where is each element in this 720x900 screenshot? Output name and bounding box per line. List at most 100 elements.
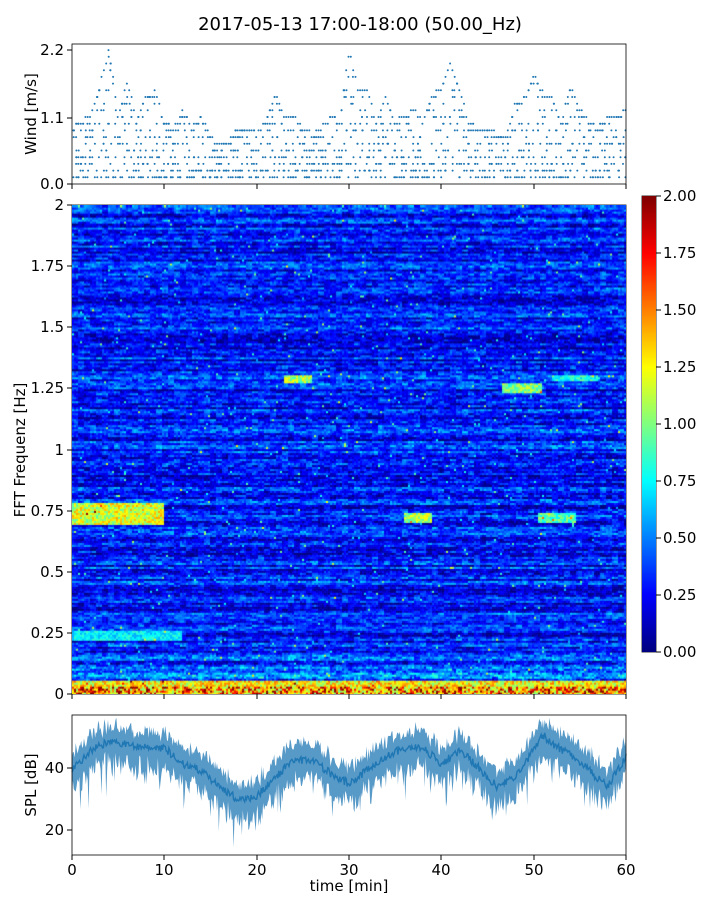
wind-scatter-points: [72, 49, 627, 179]
wind-point: [149, 156, 151, 159]
wind-point: [268, 142, 271, 145]
wind-point: [151, 96, 154, 98]
wind-point: [375, 129, 378, 132]
wind-point: [394, 149, 397, 152]
wind-point: [287, 129, 290, 132]
wind-point: [553, 102, 555, 105]
wind-point: [253, 169, 256, 172]
wind-point: [527, 89, 530, 92]
wind-point: [320, 169, 322, 172]
wind-point: [221, 149, 223, 152]
wind-point: [405, 162, 408, 165]
wind-point: [259, 169, 262, 172]
wind-point: [268, 176, 271, 179]
spl-xtick-label: 20: [247, 861, 266, 879]
wind-point: [462, 136, 465, 139]
wind-point: [444, 156, 447, 159]
wind-point: [255, 169, 258, 172]
wind-point: [349, 122, 352, 125]
wind-point: [214, 169, 217, 172]
wind-point: [423, 176, 426, 179]
wind-point: [255, 136, 258, 139]
wind-point: [569, 116, 572, 118]
wind-point: [421, 162, 424, 165]
wind-point: [178, 176, 181, 179]
wind-point: [384, 136, 387, 139]
wind-point: [608, 142, 611, 145]
wind-point: [581, 162, 583, 165]
wind-point: [169, 136, 172, 139]
wind-point: [375, 162, 377, 165]
spl-ytick-label: 40: [45, 759, 64, 777]
wind-point: [238, 136, 241, 139]
wind-point: [241, 129, 244, 132]
wind-point: [349, 136, 352, 139]
wind-point: [227, 169, 230, 172]
wind-point: [486, 129, 488, 132]
wind-point: [225, 142, 228, 145]
wind-point: [465, 149, 467, 152]
wind-point: [320, 156, 323, 159]
wind-point: [269, 156, 272, 159]
wind-point: [262, 176, 265, 179]
wind-point: [412, 169, 415, 172]
wind-point: [428, 102, 431, 105]
wind-point: [423, 116, 426, 118]
wind-point: [102, 109, 105, 112]
colorbar-tick-label: 1.50: [663, 301, 696, 319]
wind-point: [285, 142, 288, 145]
wind-point: [127, 122, 130, 125]
wind-point: [266, 142, 269, 145]
wind-point: [151, 176, 154, 179]
wind-point: [432, 109, 435, 112]
wind-point: [603, 169, 606, 172]
wind-point: [545, 169, 548, 172]
wind-point: [522, 156, 525, 159]
wind-point: [273, 96, 276, 98]
wind-point: [95, 169, 98, 172]
wind-point: [338, 176, 341, 179]
wind-point: [102, 142, 105, 145]
wind-point: [335, 156, 338, 159]
wind-point: [477, 176, 480, 179]
wind-point: [381, 142, 384, 145]
wind-point: [382, 102, 385, 105]
wind-point: [506, 176, 509, 179]
wind-point: [582, 162, 585, 165]
wind-point: [511, 156, 514, 159]
wind-point: [329, 176, 332, 179]
wind-point: [463, 169, 466, 172]
wind-point: [139, 156, 142, 159]
wind-point: [116, 116, 119, 118]
wind-point: [525, 162, 528, 165]
wind-point: [375, 176, 377, 179]
wind-point: [361, 149, 364, 152]
wind-point: [333, 176, 336, 179]
wind-point: [379, 109, 382, 112]
wind-point: [569, 149, 572, 152]
wind-point: [603, 142, 606, 145]
wind-point: [294, 156, 297, 159]
wind-point: [86, 176, 89, 179]
wind-point: [278, 109, 281, 112]
wind-point: [439, 129, 442, 132]
wind-point: [430, 96, 433, 98]
wind-point: [343, 96, 346, 98]
wind-point: [411, 176, 414, 179]
wind-point: [86, 122, 89, 125]
wind-point: [222, 169, 225, 172]
wind-point: [437, 89, 440, 92]
wind-point: [243, 129, 246, 132]
wind-point: [588, 129, 590, 132]
wind-point: [414, 109, 417, 112]
spl-xtick-label: 40: [431, 861, 450, 879]
colorbar-tick-label: 2.00: [663, 187, 696, 205]
wind-point: [587, 149, 590, 152]
wind-point: [201, 142, 204, 145]
spectrogram-ylabel: FFT Frequenz [Hz]: [11, 383, 29, 518]
wind-point: [317, 149, 320, 152]
wind-point: [273, 176, 276, 179]
wind-point: [476, 149, 479, 152]
wind-point: [435, 129, 438, 132]
wind-point: [361, 89, 364, 92]
